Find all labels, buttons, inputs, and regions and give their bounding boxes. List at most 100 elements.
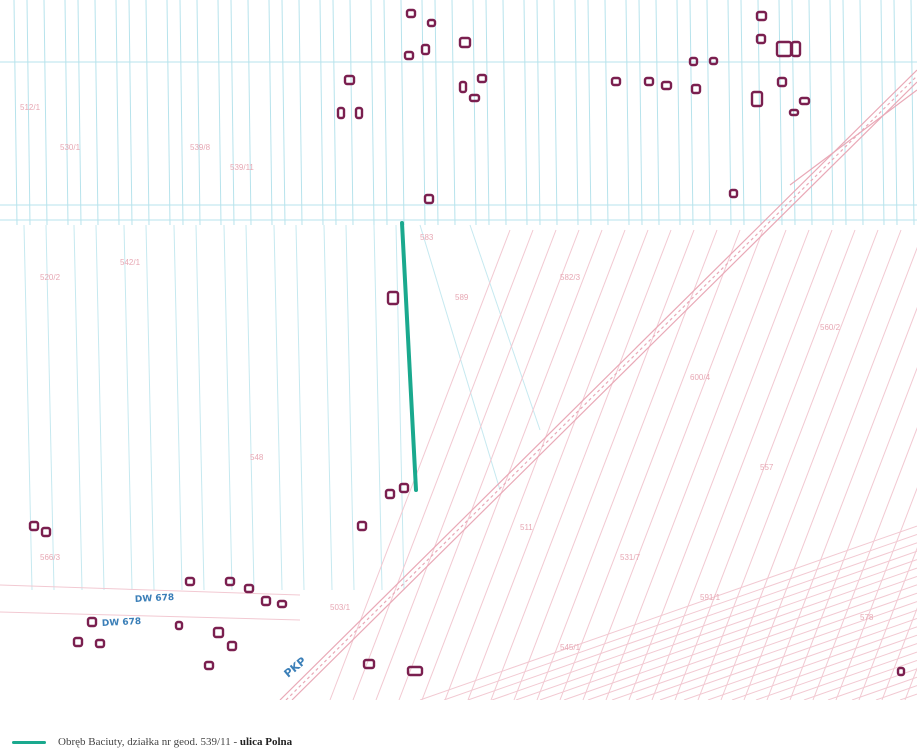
parcel-boundary-line	[115, 0, 120, 225]
parcel-boundary-line	[26, 0, 31, 225]
parcel-boundary-line	[689, 0, 694, 225]
parcel-boundary-line	[281, 0, 286, 225]
parcel-boundary-line	[858, 547, 917, 700]
building-outline	[224, 576, 236, 587]
building-outline	[72, 636, 84, 648]
buildings	[28, 8, 906, 677]
building-outline	[405, 8, 417, 19]
building-outline	[426, 18, 437, 28]
building-outline	[276, 599, 288, 609]
legend-line-swatch	[12, 740, 46, 744]
parcel-boundary-line	[539, 567, 917, 700]
parcel-boundary-line	[740, 0, 745, 225]
parcel-boundary-line	[77, 0, 82, 225]
cadastral-map: 512/1 530/1 539/8 539/11 583 589 520/2 542/1 548…	[0, 0, 917, 700]
building-outline	[243, 583, 255, 594]
legend-text: Obręb Baciuty, działka nr geod. 539/11 -…	[58, 736, 292, 748]
parcel-boundary-line	[829, 0, 834, 225]
parcel-number-label: 548	[250, 453, 264, 462]
building-outline	[643, 76, 655, 87]
building-outline	[354, 106, 364, 120]
parcel-boundary-line	[651, 229, 833, 700]
parcel-number-label: 530/1	[60, 143, 81, 152]
building-outline	[406, 665, 424, 677]
parcel-boundary-line	[421, 0, 426, 225]
building-outline	[203, 660, 215, 671]
parcel-boundary-line	[655, 0, 660, 225]
parcel-boundary-line	[145, 224, 155, 591]
southeast-parcel-grid	[329, 229, 917, 700]
parcel-boundary-line	[373, 224, 383, 591]
building-outline	[798, 96, 811, 106]
parcel-boundary-line	[513, 229, 695, 700]
parcel-boundary-line	[625, 0, 630, 225]
legend-description: Obręb Baciuty, działka nr geod. 539/11 -	[58, 736, 240, 748]
parcel-number-label: 560/2	[820, 323, 841, 332]
building-outline	[423, 193, 435, 205]
parcel-boundary-line	[434, 0, 439, 225]
building-outline	[226, 640, 238, 652]
parcel-number-label: 531/7	[620, 553, 641, 562]
parcel-number-label: 557	[760, 463, 774, 472]
parcel-boundary-line	[398, 229, 580, 700]
building-outline	[788, 108, 800, 117]
parcel-boundary-line	[467, 542, 917, 700]
parcel-number-label: 542/1	[120, 258, 141, 267]
parcel-number-label: 591/1	[700, 593, 721, 602]
parcel-boundary-line	[323, 224, 333, 591]
parcel-boundary-line	[779, 651, 917, 700]
parcel-boundary-line	[23, 224, 33, 591]
building-outline	[728, 188, 739, 199]
parcel-boundary-line	[166, 0, 171, 225]
parcel-boundary-line	[443, 533, 917, 700]
building-outline	[896, 666, 906, 677]
parcel-number-label: 512/1	[20, 103, 41, 112]
parcel-boundary-line	[803, 659, 917, 700]
parcel-boundary-line	[881, 607, 917, 700]
building-outline	[336, 106, 346, 120]
parcel-boundary-line	[766, 306, 917, 700]
building-outline	[28, 520, 40, 532]
parcel-boundary-line	[515, 559, 917, 700]
building-outline	[40, 526, 52, 538]
parcel-boundary-line	[697, 229, 879, 700]
building-outline	[660, 80, 673, 91]
parcel-boundary-line	[490, 229, 672, 700]
building-outline	[458, 80, 468, 94]
parcel-boundary-line	[245, 224, 255, 591]
parcel-number-label: 539/11	[230, 163, 254, 172]
road-label-dw678-upper: DW 678	[135, 593, 175, 605]
parcel-boundary-line	[875, 685, 917, 700]
parcel-boundary-line	[536, 229, 718, 700]
building-outline	[184, 576, 196, 587]
parcel-boundary-line	[559, 229, 741, 700]
parcel-boundary-line	[778, 0, 783, 225]
parcel-boundary-line	[400, 0, 405, 225]
building-outline	[403, 50, 415, 61]
parcel-boundary-line	[731, 634, 917, 700]
parcel-boundary-line	[635, 601, 917, 700]
parcel-boundary-line	[674, 229, 856, 700]
parcel-boundary-line	[94, 0, 99, 225]
parcel-boundary-line	[128, 0, 133, 225]
parcel-boundary-line	[893, 0, 898, 225]
parcel-boundary-line	[757, 0, 762, 225]
parcel-boundary-line	[319, 0, 324, 225]
parcel-boundary-line	[851, 676, 917, 700]
building-outline	[362, 658, 376, 670]
parcel-boundary-line	[332, 0, 337, 225]
highlighted-road-ulica-polna[interactable]	[400, 221, 418, 492]
parcel-boundary-line	[370, 0, 375, 225]
parcel-boundary-line	[349, 0, 354, 225]
parcel-boundary-line	[375, 229, 557, 700]
parcel-boundary-line	[217, 0, 222, 225]
west-parcel-grid	[23, 224, 541, 591]
parcel-number-label: 578	[860, 613, 874, 622]
parcel-number-label: 583	[420, 233, 434, 242]
parcel-number-label: 566/3	[40, 553, 61, 562]
parcel-boundary-line	[45, 224, 55, 591]
parcel-boundary-line	[880, 0, 885, 225]
parcel-number-label: 520/2	[40, 273, 61, 282]
north-parcel-grid	[0, 0, 917, 225]
parcel-boundary-line	[910, 0, 915, 225]
